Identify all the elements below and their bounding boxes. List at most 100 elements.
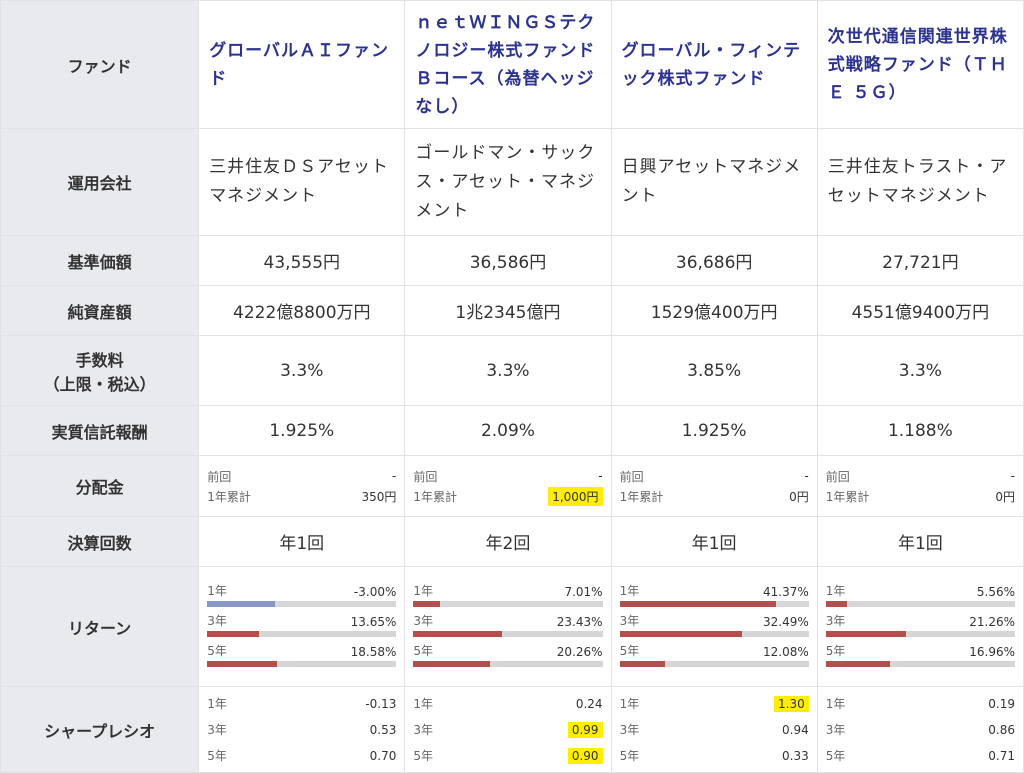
return-header: 5年 16.96%	[826, 643, 1015, 659]
return-bar-track	[207, 661, 397, 667]
sharpe-period-label: 1年	[825, 697, 846, 711]
company-name: ゴールドマン・サックス・アセット・マネジメント	[415, 142, 596, 221]
return-bar-fill	[207, 601, 276, 607]
return-row: 3年 13.65%	[207, 613, 397, 637]
net-assets-value: 4551億9400万円	[816, 285, 1024, 336]
fee-value: 3.85%	[610, 335, 818, 406]
return-period-label: 3年	[207, 614, 227, 628]
return-header: 1年 7.01%	[413, 583, 602, 599]
dist-prev-label: 前回	[413, 469, 438, 484]
sharpe-row-item: 5年 0.90	[413, 743, 603, 769]
return-period-label: 1年	[619, 584, 640, 598]
return-bar-fill	[825, 661, 890, 667]
distribution-row: 分配金 前回 - 1年累計 350円 前回 - 1年累計 1,000円 前回 - 1年累計…	[0, 455, 1024, 517]
fund-name-cell: グローバルＡＩファンド	[198, 0, 406, 129]
return-row: 3年 23.43%	[413, 613, 603, 637]
return-value: 16.96%	[969, 645, 1015, 659]
return-row: 3年 21.26%	[825, 613, 1015, 637]
sharpe-period-label: 5年	[207, 749, 227, 763]
fund-name-link[interactable]: グローバル・フィンテック株式ファンド	[621, 40, 802, 89]
return-row: 5年 18.58%	[207, 643, 397, 667]
row-label-fund: ファンド	[0, 0, 200, 129]
fund-name-cell: ｎｅｔＷＩＮＧＳテクノロジー株式ファンドＢコース（為替ヘッジなし）	[404, 0, 612, 129]
sharpe-period-label: 1年	[619, 697, 640, 711]
row-label-returns: リターン	[0, 566, 200, 687]
return-row: 5年 16.96%	[825, 643, 1015, 667]
row-label-trust-fee: 実質信託報酬	[0, 405, 200, 456]
nav-value: 43,555円	[198, 235, 406, 286]
return-bar-track	[619, 601, 809, 607]
return-period-label: 5年	[207, 644, 227, 658]
row-label-settlements: 決算回数	[0, 516, 200, 567]
fee-label-line2: （上限・税込）	[43, 374, 156, 394]
return-period-label: 1年	[825, 584, 846, 598]
sharpe-value: 0.33	[782, 748, 809, 763]
sharpe-value: 0.70	[369, 748, 397, 763]
sharpe-value: 0.94	[782, 722, 809, 737]
sharpe-row-item: 1年 0.24	[413, 691, 602, 717]
return-row: 3年 32.49%	[619, 613, 809, 637]
sharpe-value: 0.53	[369, 722, 397, 737]
dist-prev-value: -	[392, 469, 397, 483]
dist-prev-value: -	[1010, 469, 1015, 483]
return-header: 1年 5.56%	[826, 583, 1015, 599]
settlements-value: 年2回	[404, 516, 612, 567]
distribution-cell: 前回 - 1年累計 0円	[610, 455, 818, 517]
return-bar-track	[413, 631, 603, 637]
return-row: 1年 7.01%	[413, 583, 603, 607]
return-period-label: 1年	[207, 584, 227, 598]
trust-fee-value: 1.925%	[610, 405, 818, 456]
settlements-row: 決算回数 年1回 年2回 年1回 年1回	[0, 516, 1024, 567]
sharpe-period-label: 3年	[825, 723, 846, 737]
return-value: 20.26%	[556, 645, 603, 659]
dist-prev-value: -	[598, 469, 603, 483]
distribution-cell: 前回 - 1年累計 0円	[816, 455, 1024, 517]
trust-fee-value: 1.925%	[198, 405, 406, 456]
sharpe-cell: 1年 -0.13 3年 0.53 5年 0.70	[198, 686, 406, 773]
trust-fee-value: 2.09%	[404, 405, 612, 456]
return-period-label: 5年	[413, 644, 434, 658]
sharpe-row-item: 5年 0.71	[826, 743, 1015, 769]
net-assets-value: 4222億8800万円	[198, 285, 406, 336]
company-name: 三井住友ＤＳアセットマネジメント	[209, 157, 389, 206]
return-row: 5年 12.08%	[619, 643, 809, 667]
return-header: 1年 -3.00%	[207, 583, 396, 599]
sharpe-cell: 1年 0.24 3年 0.99 5年 0.90	[404, 686, 612, 773]
fund-name-row: ファンド グローバルＡＩファンド ｎｅｔＷＩＮＧＳテクノロジー株式ファンドＢコー…	[0, 0, 1024, 129]
sharpe-row-item: 5年 0.33	[620, 743, 809, 769]
return-bar-track	[413, 661, 603, 667]
row-label-fee: 手数料 （上限・税込）	[0, 335, 200, 406]
return-header: 3年 32.49%	[620, 613, 809, 629]
fund-name-link[interactable]: 次世代通信関連世界株式戦略ファンド（ＴＨＥ ５Ｇ）	[827, 26, 1008, 103]
sharpe-period-label: 1年	[207, 697, 227, 711]
return-period-label: 3年	[825, 614, 846, 628]
return-value: 32.49%	[762, 615, 809, 629]
sharpe-row-item: 3年 0.53	[207, 717, 396, 743]
dist-total-label: 1年累計	[207, 489, 251, 504]
return-period-label: 3年	[413, 614, 434, 628]
returns-cell: 1年 41.37% 3年 32.49% 5年 12.08%	[610, 566, 818, 687]
fee-value: 3.3%	[816, 335, 1024, 406]
sharpe-row: シャープレシオ 1年 -0.13 3年 0.53 5年 0.70 1年 0.24 3年 0.99…	[0, 686, 1024, 773]
return-period-label: 3年	[619, 614, 640, 628]
trust-fee-value: 1.188%	[816, 405, 1024, 456]
row-label-sharpe: シャープレシオ	[0, 686, 200, 773]
fund-name-cell: グローバル・フィンテック株式ファンド	[610, 0, 818, 129]
net-assets-value: 1兆2345億円	[404, 285, 612, 336]
sharpe-period-label: 5年	[619, 749, 640, 763]
fee-row: 手数料 （上限・税込） 3.3% 3.3% 3.85% 3.3%	[0, 335, 1024, 406]
return-header: 3年 21.26%	[826, 613, 1015, 629]
dist-total-label: 1年累計	[619, 489, 664, 504]
fund-name-link[interactable]: グローバルＡＩファンド	[209, 40, 390, 89]
return-row: 1年 -3.00%	[207, 583, 397, 607]
company-name: 日興アセットマネジメント	[621, 157, 802, 206]
row-label-nav: 基準価額	[0, 235, 200, 286]
dist-total-label: 1年累計	[825, 489, 870, 504]
return-bar-fill	[825, 601, 847, 607]
sharpe-cell: 1年 1.30 3年 0.94 5年 0.33	[610, 686, 818, 773]
return-bar-track	[413, 601, 603, 607]
fund-name-link[interactable]: ｎｅｔＷＩＮＧＳテクノロジー株式ファンドＢコース（為替ヘッジなし）	[415, 12, 596, 117]
return-bar-track	[207, 601, 397, 607]
return-row: 1年 5.56%	[825, 583, 1015, 607]
